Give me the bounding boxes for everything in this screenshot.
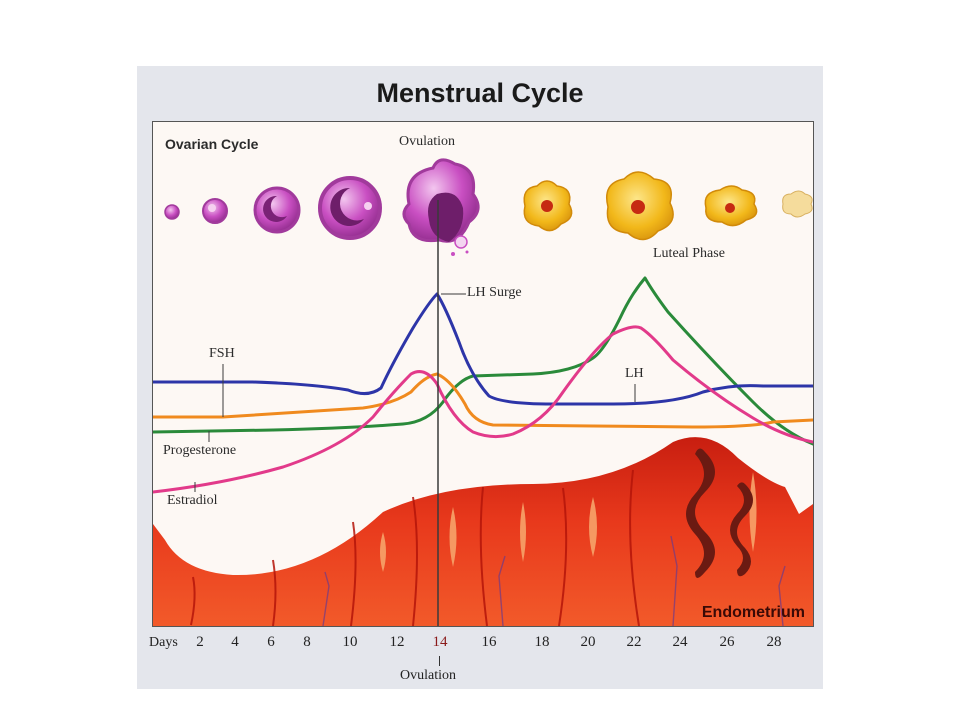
lh-surge-label: LH Surge <box>467 285 522 300</box>
follicle-stage-4 <box>318 176 382 240</box>
day-tick: 22 <box>626 634 642 650</box>
day-tick: 20 <box>580 634 596 650</box>
follicle-stage-2 <box>202 198 228 224</box>
fsh-curve <box>153 372 813 429</box>
corpus-luteum-stage-2 <box>606 171 674 241</box>
luteal-phase-label: Luteal Phase <box>653 246 725 261</box>
endometrium <box>153 437 813 626</box>
ovarian-cycle-label: Ovarian Cycle <box>165 136 259 152</box>
corpus-luteum-stage-1 <box>523 180 573 232</box>
days-axis-label: Days <box>149 635 178 650</box>
ovulation-tick-mark <box>439 656 440 666</box>
lh-curve <box>153 292 813 406</box>
day-tick-ovulation: 14 <box>432 634 448 650</box>
figure-title: Menstrual Cycle <box>376 78 584 108</box>
progesterone-label: Progesterone <box>163 443 237 458</box>
lh-label: LH <box>625 366 644 381</box>
corpus-luteum-stage-3 <box>704 185 758 227</box>
day-tick: 10 <box>342 634 358 650</box>
day-tick: 6 <box>267 634 275 650</box>
ovulation-top-label: Ovulation <box>399 134 455 149</box>
day-tick: 18 <box>534 634 550 650</box>
ovulation-bottom-label: Ovulation <box>400 668 456 683</box>
follicle-stage-3 <box>253 186 301 234</box>
day-tick: 2 <box>196 634 204 650</box>
follicle-stage-1 <box>164 204 180 220</box>
corpus-luteum-stages <box>523 171 813 241</box>
estradiol-label: Estradiol <box>167 493 218 508</box>
day-tick: 26 <box>719 634 735 650</box>
diagram-panel: Ovarian Cycle Ovulation Luteal Phase LH … <box>152 121 814 627</box>
progesterone-curve <box>153 276 813 446</box>
diagram-svg <box>153 158 813 626</box>
day-tick: 4 <box>231 634 239 650</box>
day-tick: 28 <box>766 634 782 650</box>
follicle-stages <box>164 158 480 256</box>
endometrium-label: Endometrium <box>701 604 805 621</box>
day-tick: 24 <box>672 634 688 650</box>
day-tick: 8 <box>303 634 311 650</box>
day-axis: Days 2 4 6 8 10 12 14 16 18 20 22 24 26 … <box>137 634 823 658</box>
corpus-luteum-stage-4 <box>782 190 813 218</box>
fsh-label: FSH <box>209 346 235 361</box>
released-ovum <box>454 235 468 249</box>
day-tick: 16 <box>481 634 497 650</box>
day-tick: 12 <box>389 634 405 650</box>
menstrual-cycle-figure: Menstrual Cycle <box>137 66 823 689</box>
estradiol-curve <box>153 325 813 494</box>
